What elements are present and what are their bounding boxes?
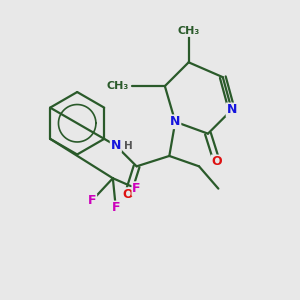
Text: N: N: [111, 139, 121, 152]
Text: O: O: [122, 188, 133, 201]
Text: H: H: [124, 140, 133, 151]
Text: O: O: [212, 155, 222, 168]
Text: CH₃: CH₃: [178, 26, 200, 36]
Text: F: F: [112, 202, 120, 214]
Text: F: F: [88, 194, 96, 207]
Text: F: F: [132, 182, 141, 195]
Text: N: N: [170, 115, 181, 128]
Text: CH₃: CH₃: [107, 81, 129, 91]
Text: N: N: [226, 103, 237, 116]
